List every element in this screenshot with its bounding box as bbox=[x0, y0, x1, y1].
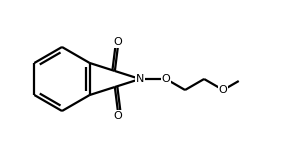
Text: O: O bbox=[162, 74, 170, 84]
Text: O: O bbox=[114, 111, 122, 121]
Text: O: O bbox=[114, 37, 122, 47]
Text: O: O bbox=[219, 85, 228, 95]
Text: N: N bbox=[136, 74, 144, 84]
